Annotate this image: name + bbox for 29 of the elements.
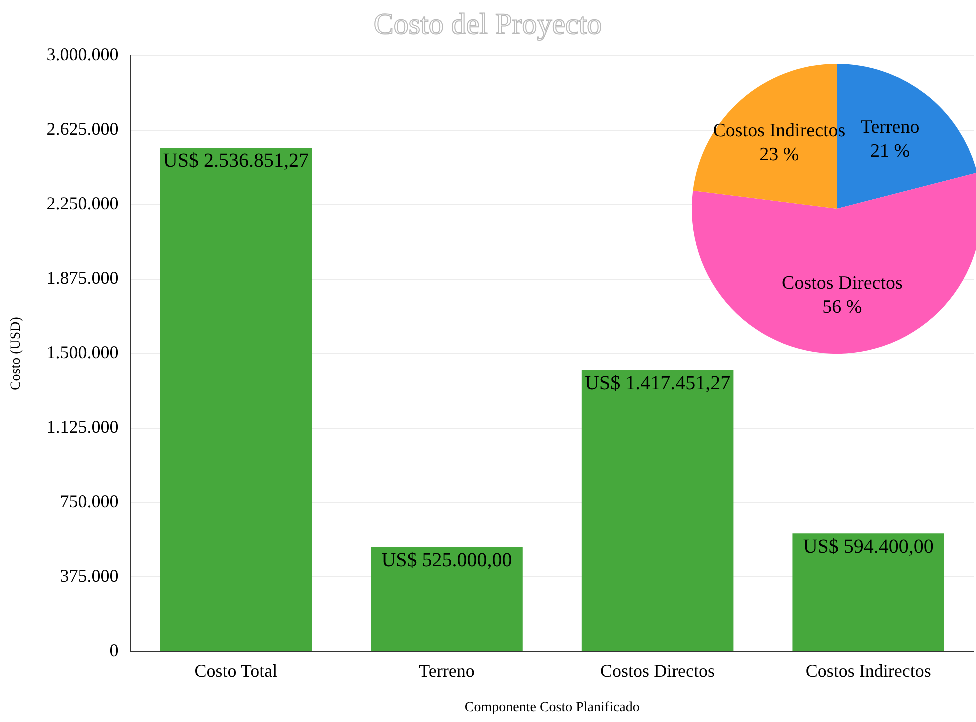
chart-title: Costo del Proyecto	[372, 8, 604, 42]
data-label: US$ 2.536.851,27	[163, 150, 309, 172]
bar	[371, 547, 523, 652]
x-tick-label: Costos Indirectos	[806, 661, 932, 682]
bar	[582, 370, 734, 652]
y-tick-label: 2.625.000	[46, 119, 119, 140]
x-axis-title: Componente Costo Planificado	[464, 700, 640, 716]
y-tick-label: 2.250.000	[46, 194, 119, 214]
y-tick-label: 1.875.000	[46, 268, 119, 288]
data-label: US$ 594.400,00	[803, 536, 934, 558]
data-label: US$ 1.417.451,27	[585, 372, 731, 394]
slice-label: Costos Directos	[782, 272, 903, 294]
x-tick-label: Terreno	[419, 661, 475, 682]
y-tick-label: 0	[110, 640, 119, 660]
bar	[160, 148, 312, 652]
data-label: 21 %	[870, 141, 910, 162]
y-axis-title: Costo (USD)	[9, 316, 24, 391]
y-tick-label: 1.125.000	[46, 416, 119, 437]
bar	[792, 534, 944, 652]
y-tick-label: 3.000.000	[46, 44, 119, 65]
y-tick-label: 750.000	[60, 491, 119, 512]
data-label: 23 %	[760, 144, 800, 166]
data-label: 56 %	[822, 296, 862, 318]
data-label: US$ 525.000,00	[382, 550, 512, 572]
y-tick-label: 375.000	[60, 566, 119, 586]
x-tick-label: Costo Total	[194, 661, 278, 682]
slice-label: Terreno	[860, 117, 920, 138]
x-tick-label: Costos Directos	[600, 661, 716, 682]
y-tick-label: 1.500.000	[46, 342, 119, 363]
